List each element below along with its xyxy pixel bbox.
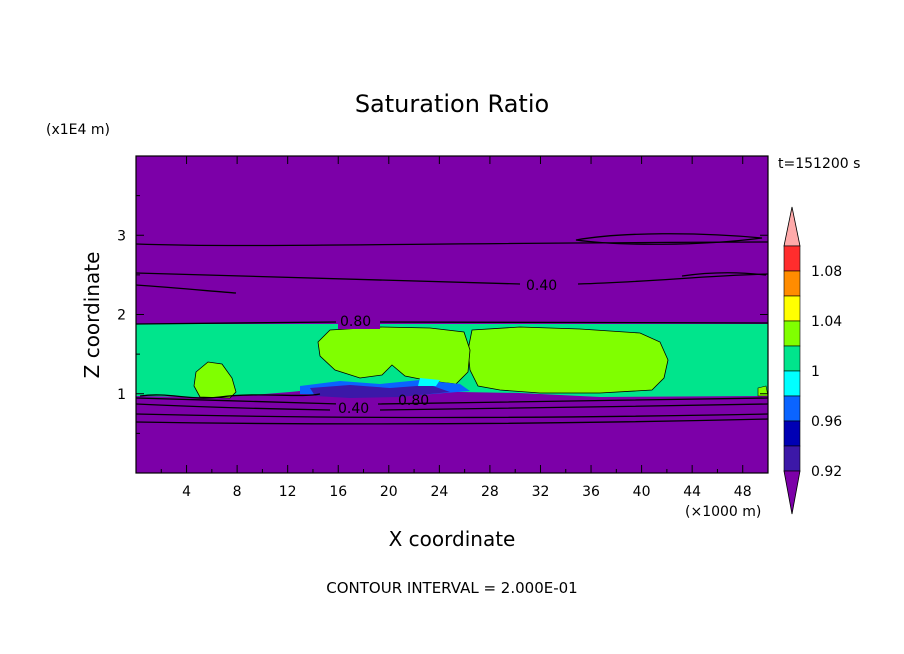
contour-label-4: 0.80 [398,393,429,409]
colorbar-label: 1 [811,364,820,380]
y-axis-label: Z coordinate [80,252,104,379]
colorbar: 1.08 1.04 1 0.96 0.92 [783,206,842,515]
x-tick-label: 28 [481,484,499,500]
lower-edge-patch-3 [418,378,440,386]
colorbar-swatch [783,270,801,297]
cloud-region-small [193,361,237,399]
y-tick-label: 2 [117,308,126,324]
x-tick-label: 12 [279,484,297,500]
cloud-region-large [467,326,669,394]
colorbar-swatch [783,320,801,347]
colorbar-label: 0.96 [811,414,842,430]
time-label: t=151200 s [778,156,860,172]
cloud-region-mid [317,326,471,385]
cloud-patch-right [757,385,769,397]
x-tick-label: 24 [430,484,448,500]
chart-title: Saturation Ratio [355,90,549,118]
colorbar-label: 1.04 [811,314,842,330]
contour-label-3: 0.40 [338,401,369,417]
colorbar-over-triangle [783,206,801,247]
field-background [136,156,768,473]
colorbar-swatch [783,395,801,422]
x-tick-label: 8 [233,484,242,500]
y-tick-label: 1 [117,387,126,403]
y-unit-label: (x1E4 m) [46,122,110,138]
x-axis-ticks: 4 8 12 16 20 24 28 32 36 40 44 48 [160,156,752,500]
contour-interval-note: CONTOUR INTERVAL = 2.000E-01 [326,579,577,597]
colorbar-swatch [783,420,801,447]
contour-lines [135,233,769,425]
x-tick-label: 20 [380,484,398,500]
contour-label-2: 0.80 [340,314,371,330]
x-tick-label: 48 [734,484,752,500]
y-axis-ticks: 1 2 3 [117,195,768,434]
x-axis-label: X coordinate [389,527,516,551]
colorbar-swatch [783,295,801,322]
plot-area: 0.40 0.80 0.40 0.80 [135,155,769,474]
colorbar-swatch [783,345,801,372]
x-tick-label: 44 [683,484,701,500]
contour-label-1: 0.40 [526,278,557,294]
x-tick-label: 40 [633,484,651,500]
lower-edge-patch-2 [310,385,450,398]
colorbar-label: 0.92 [811,464,842,480]
colorbar-label: 1.08 [811,264,842,280]
x-unit-label: (×1000 m) [685,504,761,520]
colorbar-swatch [783,245,801,272]
y-tick-label: 3 [117,228,126,244]
x-tick-label: 4 [182,484,191,500]
colorbar-swatch [783,445,801,472]
x-tick-label: 36 [582,484,600,500]
x-tick-label: 16 [329,484,347,500]
colorbar-swatch [783,370,801,397]
colorbar-under-triangle [783,470,801,515]
x-tick-label: 32 [532,484,550,500]
